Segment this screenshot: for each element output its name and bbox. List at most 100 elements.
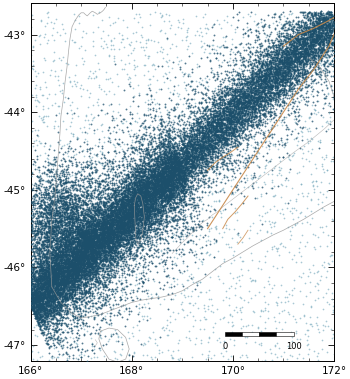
Point [78,287,84,293]
Point [99,271,104,277]
Point [88,264,93,270]
Point [199,125,205,132]
Point [92,263,98,269]
Point [166,130,172,136]
Point [134,214,140,220]
Point [157,152,163,158]
Point [248,278,253,284]
Point [65,231,70,237]
Point [166,168,171,174]
Point [121,203,127,209]
Point [304,342,310,348]
Point [139,196,145,202]
Point [64,232,69,238]
Point [159,199,164,205]
Point [144,182,150,188]
Point [206,119,211,125]
Point [77,284,82,290]
Point [235,72,240,78]
Point [76,276,82,282]
Point [290,45,295,51]
Point [293,79,299,85]
Point [49,256,54,262]
Point [124,225,130,231]
Point [180,136,185,143]
Point [103,274,108,280]
Point [183,171,188,177]
Point [248,134,253,140]
Point [169,159,175,165]
Point [192,162,197,168]
Point [176,159,182,165]
Point [253,97,259,103]
Point [188,124,194,130]
Point [239,101,245,107]
Point [68,246,73,252]
Point [220,108,226,114]
Point [152,125,157,132]
Point [260,81,266,87]
Point [120,214,125,220]
Point [103,251,108,257]
Point [306,43,311,49]
Point [262,93,268,99]
Point [329,22,335,28]
Point [86,242,92,248]
Point [61,287,66,293]
Point [63,280,68,286]
Point [30,306,35,312]
Point [82,268,88,274]
Point [139,197,145,203]
Point [284,72,289,78]
Point [49,265,55,271]
Point [217,138,223,144]
Point [251,90,257,96]
Point [194,171,199,177]
Point [48,354,54,360]
Point [75,309,81,315]
Point [111,257,117,263]
Point [48,289,53,295]
Point [274,68,279,74]
Point [150,197,156,203]
Point [230,97,236,103]
Point [313,39,319,45]
Point [120,207,126,213]
Point [87,263,93,269]
Point [86,211,92,217]
Point [234,93,239,99]
Point [67,183,73,190]
Point [34,173,40,179]
Point [42,235,48,241]
Point [220,149,226,155]
Point [76,246,82,252]
Point [224,135,230,141]
Point [330,94,335,100]
Point [117,225,122,231]
Point [269,86,275,92]
Point [142,218,148,224]
Point [140,197,146,203]
Point [77,241,82,247]
Point [143,175,148,181]
Point [284,64,289,70]
Point [94,201,100,207]
Point [160,170,165,176]
Point [150,219,156,225]
Point [318,277,323,283]
Point [78,260,83,266]
Point [242,105,248,111]
Point [54,207,60,213]
Point [321,28,326,34]
Point [159,188,164,194]
Point [150,172,156,178]
Point [315,40,320,46]
Point [54,310,59,316]
Point [100,218,105,224]
Point [85,236,90,242]
Point [164,265,170,271]
Point [127,158,132,164]
Point [272,81,278,87]
Point [298,60,304,66]
Point [60,286,66,292]
